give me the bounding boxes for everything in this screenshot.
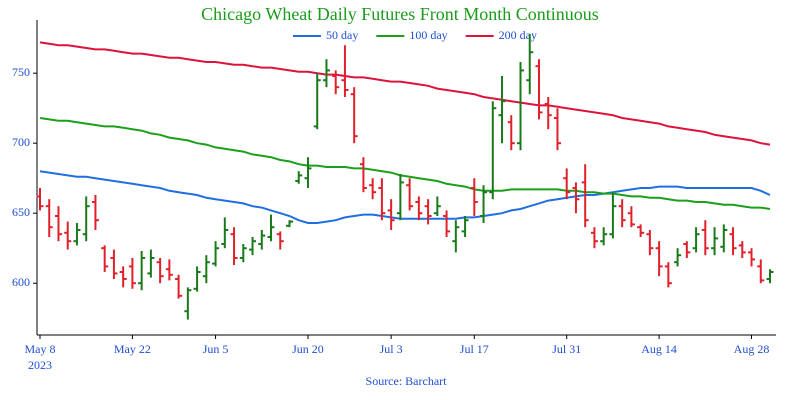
legend-item: 200 day xyxy=(465,28,537,42)
x-tick-label: May 22 xyxy=(114,342,151,356)
x-tick-label: Jun 5 xyxy=(203,342,229,356)
ma-line xyxy=(39,41,771,146)
y-tick-label: 650 xyxy=(12,205,30,219)
x-tick-label: Aug 14 xyxy=(641,342,677,356)
x-tick-label: Jul 31 xyxy=(552,342,581,356)
y-tick-label: 700 xyxy=(12,135,30,149)
y-tick-label: 600 xyxy=(12,275,30,289)
chart-title: Chicago Wheat Daily Futures Front Month … xyxy=(201,4,599,24)
legend-item: 50 day xyxy=(293,28,358,42)
legend-label: 50 day xyxy=(326,28,358,42)
ma-line xyxy=(39,117,771,210)
x-tick-label: Jul 3 xyxy=(380,342,403,356)
y-tick-label: 750 xyxy=(12,65,30,79)
source-note: Source: Barchart xyxy=(366,374,448,388)
x-tick-label: May 8 xyxy=(25,342,56,356)
legend-label: 200 day xyxy=(499,28,537,42)
x-tick-label: Jun 20 xyxy=(292,342,324,356)
legend-label: 100 day xyxy=(409,28,447,42)
x-year-label: 2023 xyxy=(28,358,52,372)
ma-line xyxy=(39,170,771,224)
x-tick-label: Aug 28 xyxy=(734,342,770,356)
x-tick-label: Jul 17 xyxy=(460,342,489,356)
legend-item: 100 day xyxy=(376,28,448,42)
